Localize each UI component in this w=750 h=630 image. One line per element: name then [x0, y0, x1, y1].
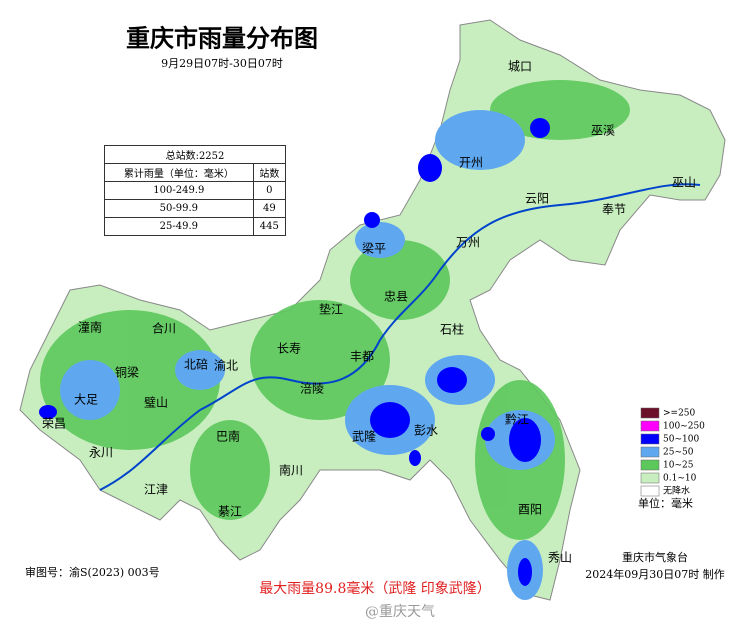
legend-label: 10~25 — [663, 461, 694, 471]
station-table: 总站数:2252 累计雨量（单位：毫米） 站数 100-249.9 0 50-99.9 49… — [104, 145, 287, 236]
rain-50-100 — [39, 118, 550, 586]
place-label: 武隆 — [352, 429, 376, 444]
place-label: 潼南 — [78, 320, 102, 335]
table-row: 100-249.9 0 — [104, 181, 287, 200]
table-cell: 50-99.9 — [104, 199, 254, 218]
legend-label: >=250 — [663, 409, 696, 419]
legend-label: 25~50 — [663, 448, 694, 458]
legend-swatch — [640, 420, 660, 432]
table-row: 总站数:2252 — [104, 145, 286, 164]
place-label: 綦江 — [218, 505, 242, 519]
place-label: 丰都 — [350, 350, 374, 364]
place-label: 永川 — [89, 446, 113, 460]
place-label: 垫江 — [319, 302, 343, 317]
legend-unit: 单位：毫米 — [638, 496, 693, 510]
place-label: 开州 — [459, 156, 483, 170]
table-cell: 100-249.9 — [104, 181, 254, 200]
made-time: 2024年09月30日07时 制作 — [585, 567, 724, 581]
place-label: 忠县 — [384, 290, 408, 304]
legend-swatch — [640, 446, 660, 458]
max-rain: 最大雨量89.8毫米（武隆 印象武隆） — [259, 580, 491, 597]
place-label: 巫山 — [672, 176, 696, 190]
title: 重庆市雨量分布图 — [126, 24, 318, 53]
table-row: 25-49.9 445 — [104, 217, 287, 236]
legend-swatch — [640, 459, 660, 471]
place-label: 黔江 — [505, 412, 529, 427]
place-label: 璧山 — [144, 395, 168, 410]
river — [99, 183, 701, 491]
legend-swatch — [640, 472, 660, 484]
table-body: 总站数:2252 累计雨量（单位：毫米） 站数 100-249.9 0 50-99.9 49… — [104, 145, 287, 236]
approval: 审图号：渝S(2023) 003号 — [25, 565, 160, 579]
place-label: 城口 — [508, 60, 532, 74]
legend-label: 0.1~10 — [663, 474, 697, 484]
agency: 重庆市气象台 — [622, 550, 688, 564]
legend-swatch — [640, 407, 660, 419]
place-label: 云阳 — [525, 192, 549, 206]
place-label: 秀山 — [548, 551, 572, 565]
place-label: 荣昌 — [42, 417, 66, 431]
place-label: 长寿 — [277, 342, 301, 356]
place-label: 巴南 — [216, 429, 240, 444]
table-cell: 445 — [252, 217, 287, 236]
place-label: 大足 — [74, 393, 98, 407]
place-label: 北碚 — [184, 357, 208, 372]
legend-swatch — [640, 433, 660, 445]
legend-swatch — [640, 485, 660, 497]
legend-label: 50~100 — [663, 435, 699, 445]
place-label: 涪陵 — [300, 381, 324, 396]
place-label: 万州 — [456, 236, 480, 250]
place-label: 彭水 — [414, 424, 438, 438]
place-label: 奉节 — [602, 203, 626, 217]
place-label: 巫溪 — [591, 124, 615, 138]
table-cell: 累计雨量（单位：毫米） — [104, 163, 254, 182]
place-label: 石柱 — [440, 322, 464, 337]
legend-label: 100~250 — [663, 422, 705, 432]
legend-label: 无降水 — [663, 485, 690, 497]
watermark: @重庆天气 — [365, 604, 435, 620]
place-label: 铜梁 — [115, 365, 139, 380]
place-label: 梁平 — [362, 241, 386, 256]
subtitle: 9月29日07时-30日07时 — [161, 57, 283, 70]
table-row: 50-99.9 49 — [104, 199, 287, 218]
table-cell: 0 — [252, 181, 287, 200]
table-cell: 站数 — [252, 163, 287, 182]
place-label: 酉阳 — [518, 503, 542, 517]
place-label: 南川 — [279, 463, 303, 478]
place-label: 合川 — [152, 321, 176, 336]
table-cell: 总站数:2252 — [104, 145, 286, 164]
place-label: 江津 — [144, 483, 168, 497]
place-label: 渝北 — [214, 358, 238, 373]
table-cell: 25-49.9 — [104, 217, 254, 236]
table-cell: 49 — [252, 199, 287, 218]
table-row: 累计雨量（单位：毫米） 站数 — [104, 163, 287, 182]
